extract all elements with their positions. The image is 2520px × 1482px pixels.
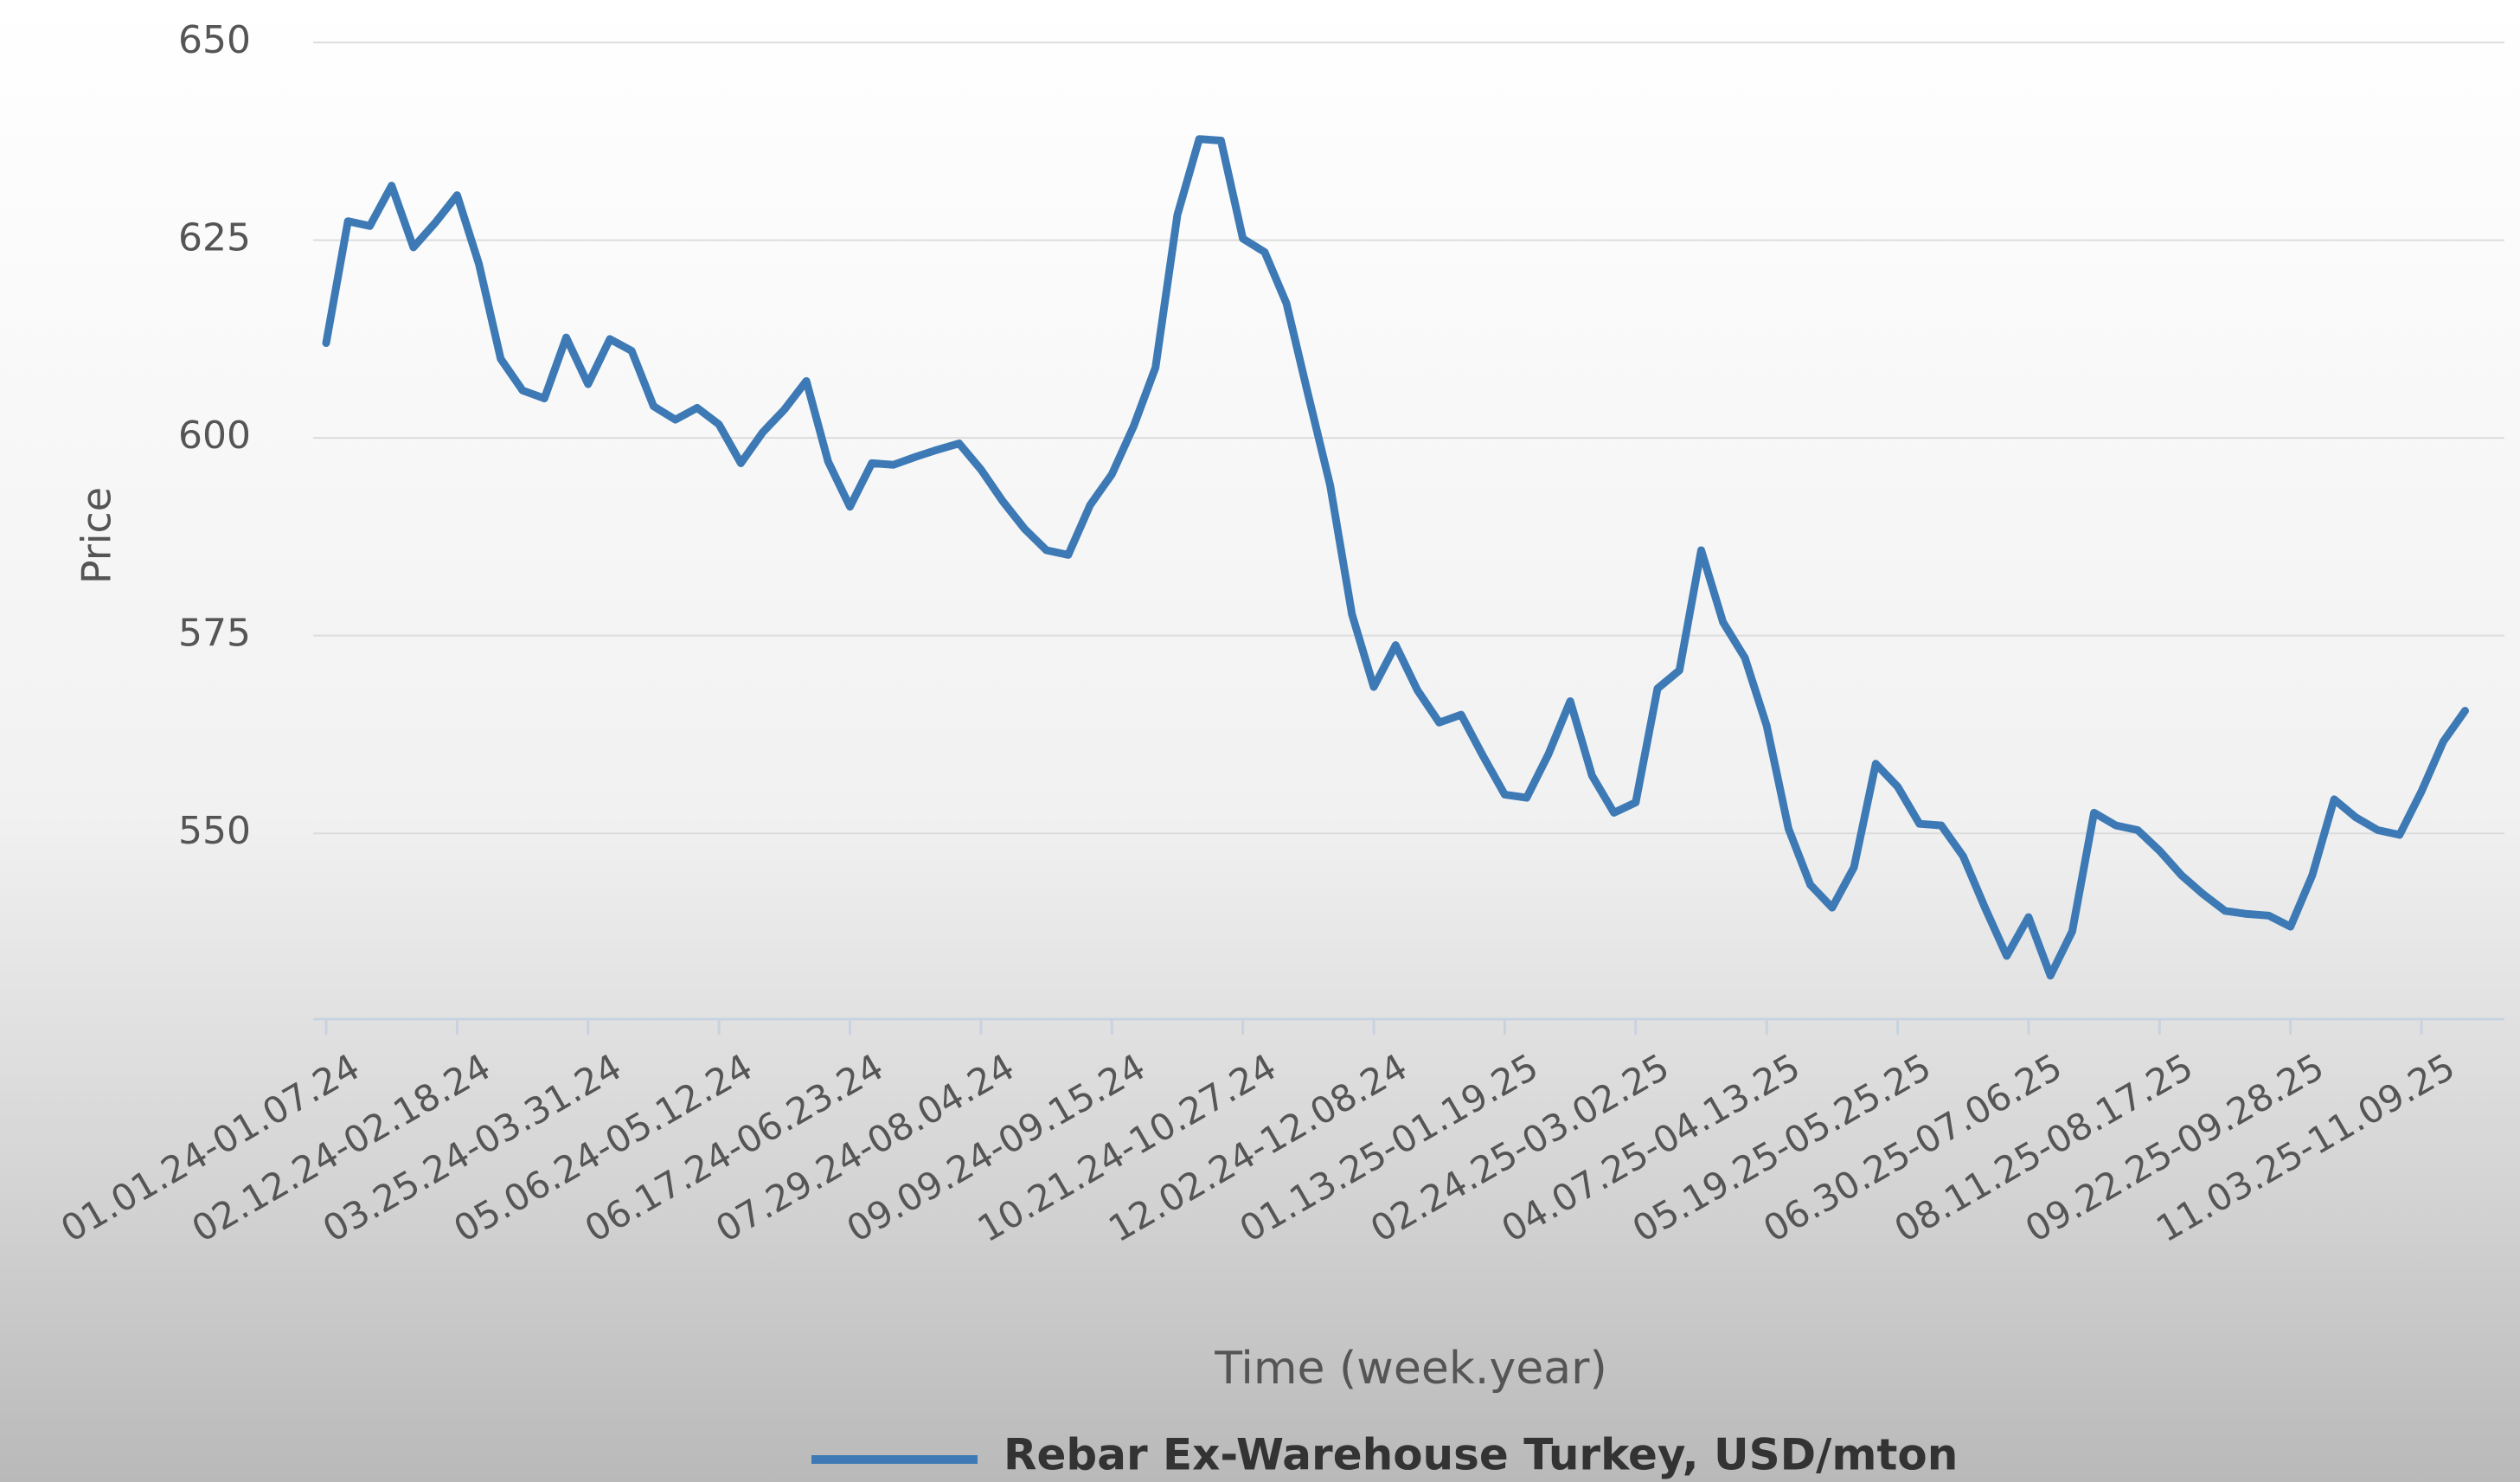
x-axis-label: Time (week.year) [1214, 1343, 1607, 1395]
legend-label: Rebar Ex-Warehouse Turkey, USD/mton [1004, 1430, 1958, 1480]
y-tick-label: 625 [178, 216, 251, 260]
y-tick-label: 575 [178, 612, 251, 656]
y-axis-label: Price [74, 487, 120, 584]
y-tick-label: 600 [178, 414, 251, 458]
price-line [322, 135, 2469, 980]
y-tick-label: 550 [178, 809, 251, 853]
y-tick-label: 650 [178, 18, 251, 62]
